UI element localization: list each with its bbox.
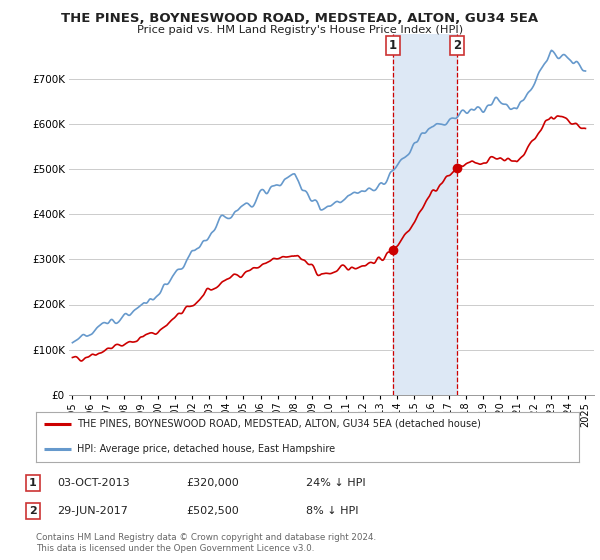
Text: THE PINES, BOYNESWOOD ROAD, MEDSTEAD, ALTON, GU34 5EA: THE PINES, BOYNESWOOD ROAD, MEDSTEAD, AL… (61, 12, 539, 25)
Text: 03-OCT-2013: 03-OCT-2013 (57, 478, 130, 488)
Bar (393, 34, 457, 395)
Text: 2: 2 (29, 506, 37, 516)
Text: 2: 2 (453, 39, 461, 52)
Text: HPI: Average price, detached house, East Hampshire: HPI: Average price, detached house, East… (77, 445, 335, 454)
Text: 1: 1 (389, 39, 397, 52)
Text: THE PINES, BOYNESWOOD ROAD, MEDSTEAD, ALTON, GU34 5EA (detached house): THE PINES, BOYNESWOOD ROAD, MEDSTEAD, AL… (77, 419, 481, 429)
Text: 1: 1 (29, 478, 37, 488)
Text: 8% ↓ HPI: 8% ↓ HPI (306, 506, 359, 516)
Text: £320,000: £320,000 (186, 478, 239, 488)
Text: Contains HM Land Registry data © Crown copyright and database right 2024.
This d: Contains HM Land Registry data © Crown c… (36, 533, 376, 553)
Text: 29-JUN-2017: 29-JUN-2017 (57, 506, 128, 516)
Text: Price paid vs. HM Land Registry's House Price Index (HPI): Price paid vs. HM Land Registry's House … (137, 25, 463, 35)
Text: £502,500: £502,500 (186, 506, 239, 516)
Text: 24% ↓ HPI: 24% ↓ HPI (306, 478, 365, 488)
